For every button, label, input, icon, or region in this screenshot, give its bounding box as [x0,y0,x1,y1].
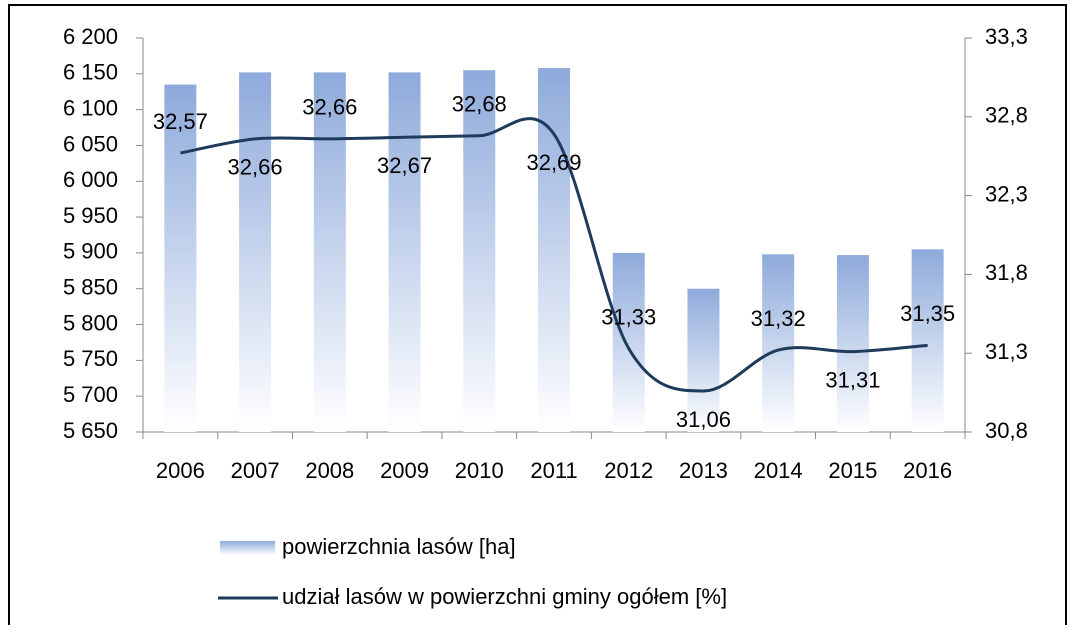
y-tick-label: 5 650 [63,418,118,443]
x-tick-label: 2016 [903,458,952,483]
frame [8,4,1067,625]
data-label: 31,33 [601,304,656,329]
x-tick-label: 2013 [679,458,728,483]
x-tick-label: 2012 [604,458,653,483]
y-tick-label: 5 700 [63,382,118,407]
y-tick-label: 6 050 [63,131,118,156]
y2-tick-label: 30,8 [985,418,1028,443]
y-tick-label: 5 900 [63,239,118,264]
bar [388,72,421,433]
legend-label: udział lasów w powierzchni gminy ogółem … [282,584,727,609]
data-label: 31,32 [751,306,806,331]
legend-swatch [220,541,275,555]
y-tick-label: 6 000 [63,167,118,192]
x-tick-label: 2009 [380,458,429,483]
y-tick-label: 6 200 [63,24,118,49]
bar [762,254,795,432]
data-label: 32,69 [526,150,581,175]
data-label: 31,06 [676,407,731,432]
data-label: 32,66 [302,95,357,120]
y-tick-label: 5 750 [63,346,118,371]
data-label: 32,68 [452,92,507,117]
data-label: 31,35 [900,301,955,326]
x-tick-label: 2011 [530,458,577,483]
y-tick-label: 5 850 [63,275,118,300]
bar [687,288,720,432]
y-tick-label: 6 150 [63,60,118,85]
x-tick-label: 2006 [156,458,205,483]
bar [313,72,346,433]
x-tick-label: 2008 [305,458,354,483]
y2-tick-label: 32,8 [985,103,1028,128]
data-label: 32,66 [228,155,283,180]
y-tick-label: 5 950 [63,203,118,228]
x-tick-label: 2007 [231,458,280,483]
y-tick-label: 5 800 [63,310,118,335]
legend-label: powierzchnia lasów [ha] [282,534,516,559]
bar [538,68,570,432]
line [180,117,928,393]
x-tick-label: 2015 [828,458,877,483]
y2-tick-label: 31,8 [985,260,1028,285]
bar [164,84,197,433]
x-tick-label: 2014 [754,458,803,483]
data-label: 32,57 [153,109,208,134]
y-tick-label: 6 100 [63,95,118,120]
bar [911,249,944,432]
data-label: 31,31 [825,367,880,392]
x-tick-label: 2010 [455,458,504,483]
bar [612,252,645,432]
bar [239,72,272,433]
bar [463,70,496,433]
data-label: 32,67 [377,153,432,178]
y2-tick-label: 33,3 [985,24,1028,49]
y2-tick-label: 32,3 [985,181,1028,206]
y2-tick-label: 31,3 [985,339,1028,364]
bar [836,255,869,432]
